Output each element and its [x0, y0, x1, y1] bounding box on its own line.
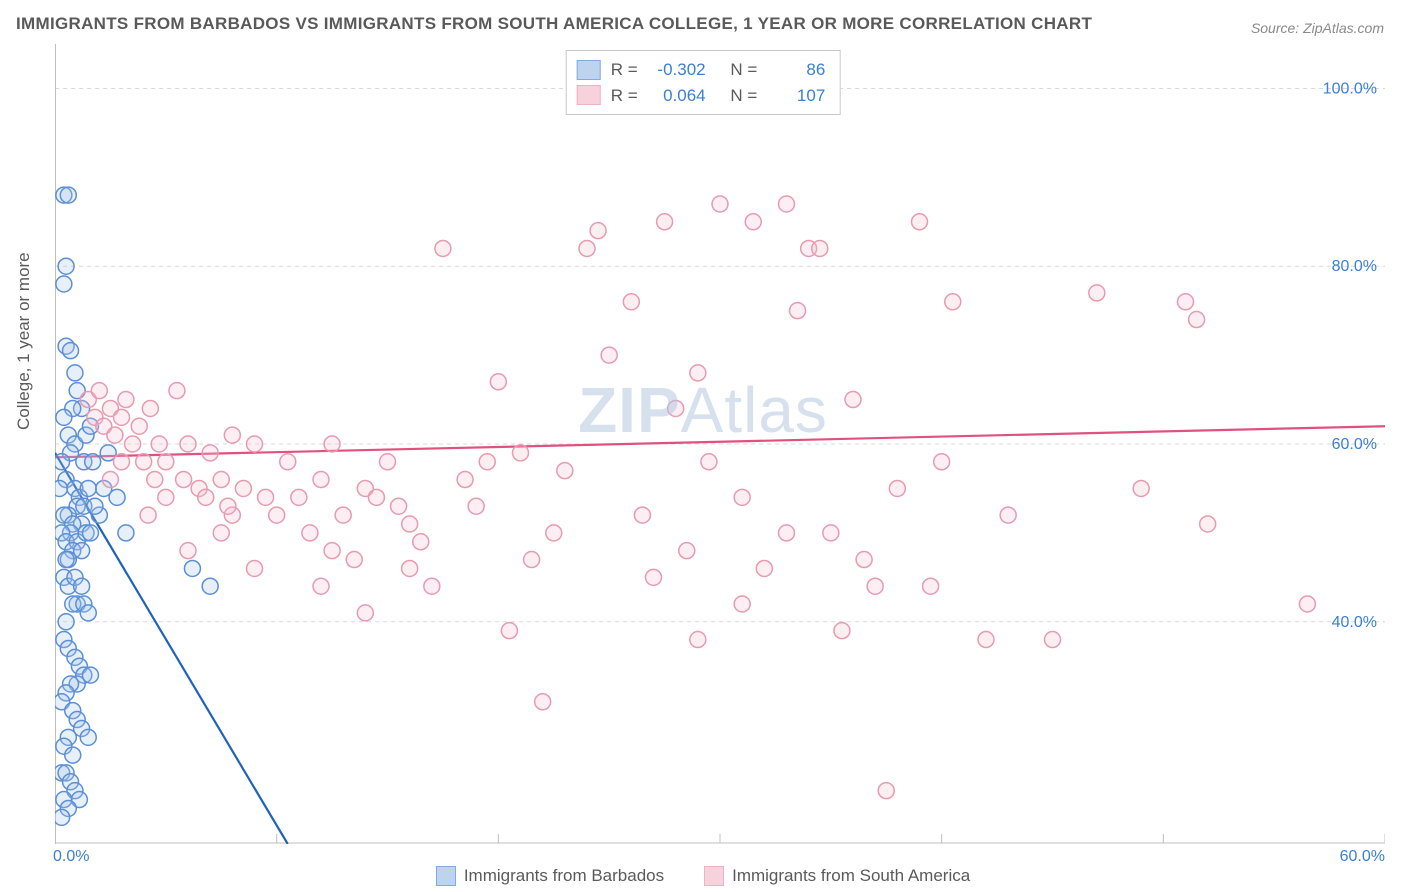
- scatter-plot: 40.0% 60.0% 80.0% 100.0%: [55, 44, 1385, 844]
- stats-row-1: R = 0.064 N = 107: [577, 83, 826, 109]
- legend-label-0: Immigrants from Barbados: [464, 866, 664, 886]
- legend-bottom: Immigrants from Barbados Immigrants from…: [0, 866, 1406, 886]
- stats-r-label-0: R =: [611, 57, 638, 83]
- svg-text:100.0%: 100.0%: [1323, 80, 1377, 97]
- svg-text:40.0%: 40.0%: [1332, 614, 1377, 631]
- stats-r-label-1: R =: [611, 83, 638, 109]
- stats-swatch-0: [577, 60, 601, 80]
- chart-title: IMMIGRANTS FROM BARBADOS VS IMMIGRANTS F…: [16, 14, 1092, 34]
- legend-swatch-1: [704, 866, 724, 886]
- legend-item-0: Immigrants from Barbados: [436, 866, 664, 886]
- legend-item-1: Immigrants from South America: [704, 866, 970, 886]
- stats-n-value-0: 86: [767, 57, 825, 83]
- stats-swatch-1: [577, 85, 601, 105]
- y-axis-label: College, 1 year or more: [14, 252, 34, 430]
- source-attribution: Source: ZipAtlas.com: [1251, 20, 1384, 36]
- stats-r-value-0: -0.302: [648, 57, 706, 83]
- stats-n-label-0: N =: [730, 57, 757, 83]
- legend-swatch-0: [436, 866, 456, 886]
- stats-n-value-1: 107: [767, 83, 825, 109]
- stats-legend-box: R = -0.302 N = 86 R = 0.064 N = 107: [566, 50, 841, 115]
- svg-text:80.0%: 80.0%: [1332, 258, 1377, 275]
- legend-label-1: Immigrants from South America: [732, 866, 970, 886]
- stats-row-0: R = -0.302 N = 86: [577, 57, 826, 83]
- x-tick-label: 0.0%: [53, 848, 89, 866]
- svg-text:60.0%: 60.0%: [1332, 436, 1377, 453]
- x-tick-label: 60.0%: [1340, 848, 1385, 866]
- stats-n-label-1: N =: [730, 83, 757, 109]
- stats-r-value-1: 0.064: [648, 83, 706, 109]
